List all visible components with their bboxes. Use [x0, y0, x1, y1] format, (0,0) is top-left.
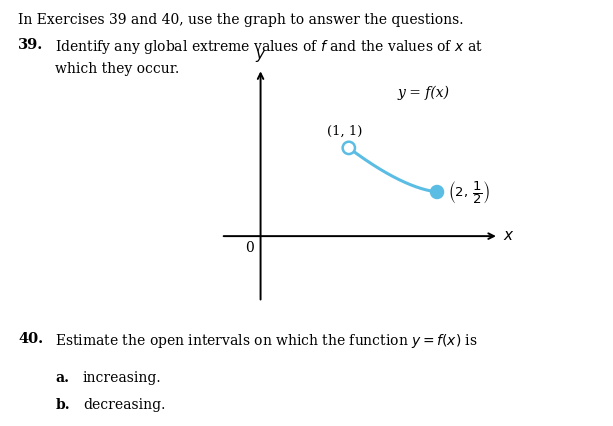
- Text: Estimate the open intervals on which the function $y = f(x)$ is: Estimate the open intervals on which the…: [55, 332, 478, 350]
- Text: Identify any global extreme values of $f$ and the values of $x$ at: Identify any global extreme values of $f…: [55, 38, 483, 56]
- Circle shape: [343, 142, 355, 154]
- Text: decreasing.: decreasing.: [83, 398, 165, 412]
- Text: $y$: $y$: [255, 48, 267, 64]
- Text: y = f(x): y = f(x): [397, 86, 449, 101]
- Text: 40.: 40.: [18, 332, 44, 346]
- Text: a.: a.: [55, 371, 69, 385]
- Text: 0: 0: [245, 241, 253, 255]
- Text: 39.: 39.: [18, 38, 44, 52]
- Circle shape: [431, 186, 443, 198]
- Text: In Exercises 39 and 40, use the graph to answer the questions.: In Exercises 39 and 40, use the graph to…: [18, 13, 464, 27]
- Text: (1, 1): (1, 1): [327, 124, 362, 137]
- Text: which they occur.: which they occur.: [55, 62, 180, 76]
- Text: increasing.: increasing.: [83, 371, 161, 385]
- Text: $x$: $x$: [503, 229, 515, 243]
- Text: b.: b.: [55, 398, 70, 412]
- Text: $\left(2,\,\dfrac{1}{2}\right)$: $\left(2,\,\dfrac{1}{2}\right)$: [447, 178, 490, 205]
